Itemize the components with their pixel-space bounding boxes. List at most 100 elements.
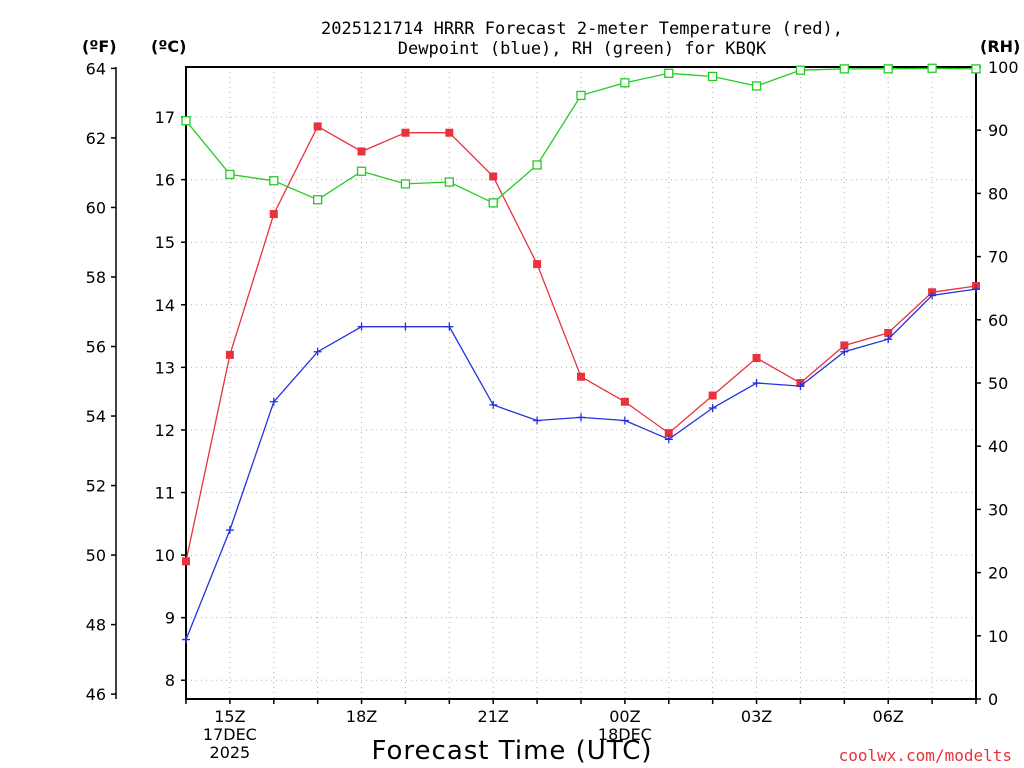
rh-point [795,65,806,75]
rh-point [181,116,191,126]
temperature-point [708,391,717,400]
dewpoint-point [313,347,322,356]
temperature-point [225,350,234,359]
rh-tick-label: 40 [988,437,1008,456]
rh-tick-label: 0 [988,690,998,709]
dewpoint-point [840,347,849,356]
dewpoint-point [752,379,761,387]
fahrenheit-axis-unit: (ºF) [82,37,117,56]
fahrenheit-tick-label: 56 [86,337,106,356]
celsius-tick-label: 12 [155,421,175,440]
rh-point [488,198,498,208]
celsius-tick-label: 17 [155,108,175,127]
grid-lines [186,67,976,699]
data-series [181,63,981,644]
celsius-axis-unit: (ºC) [151,37,186,56]
rh-tick-label: 70 [988,248,1008,267]
dewpoint-point [225,526,234,535]
temperature-point [182,557,190,566]
dewpoint-point [664,435,673,444]
rh-tick-label: 80 [988,184,1008,203]
dewpoint-point [796,382,805,391]
rh-tick-label: 30 [988,500,1008,519]
celsius-tick-label: 14 [155,296,175,315]
fahrenheit-tick-label: 62 [86,129,106,148]
x-tick-label: 06Z [873,707,904,726]
rh-tick-label: 20 [988,564,1008,583]
rh-point [269,176,279,186]
dewpoint-point [577,413,585,422]
temperature-point [445,128,454,137]
rh-tick-label: 50 [988,374,1008,393]
x-tick-label: 00Z [609,707,640,726]
dewpoint-point [182,635,190,644]
rh-point [839,64,849,74]
dewpoint-point [620,416,629,425]
rh-point [313,195,323,205]
dewpoint-point [533,416,542,425]
temperature-point [664,429,673,438]
rh-tick-label: 100 [988,58,1019,77]
celsius-tick-label: 10 [155,546,175,565]
x-tick-label: 18DEC [598,725,652,744]
fahrenheit-tick-label: 64 [86,59,106,78]
temperature-point [577,372,585,381]
rh-point [751,81,762,91]
temperature-point [401,128,410,137]
celsius-tick-label: 9 [165,609,175,628]
rh-tick-label: 10 [988,627,1008,646]
fahrenheit-tick-label: 52 [86,477,106,496]
celsius-tick-label: 13 [155,358,175,377]
celsius-tick-label: 11 [155,484,175,503]
rh-point [620,78,630,88]
temperature-point [884,328,893,337]
chart-title-line-2: Dewpoint (blue), RH (green) for KBQK [398,39,767,59]
x-tick-label: 2025 [210,743,251,762]
rh-point [356,166,367,176]
fahrenheit-tick-label: 46 [86,685,106,704]
rh-tick-label: 90 [988,121,1008,140]
temperature-point [313,122,322,131]
rh-tick-label: 60 [988,311,1008,330]
fahrenheit-tick-label: 58 [86,268,106,287]
temperature-point [620,397,629,406]
rh-point [532,160,542,170]
fahrenheit-tick-label: 54 [86,407,106,426]
rh-point [927,63,937,73]
temperature-point [489,172,498,181]
rh-axis-unit: (RH) [980,37,1020,56]
temperature-point [269,210,278,219]
temperature-line [185,125,977,562]
dewpoint-point [445,322,454,331]
rh-point [225,169,235,180]
x-axis-label: Forecast Time (UTC) [371,736,652,766]
dewpoint-point [884,335,893,344]
rh-point [708,71,718,82]
dewpoint-point [401,322,410,331]
rh-point [400,179,411,189]
temperature-point [357,147,366,156]
x-tick-label: 17DEC [203,725,257,744]
rh-point [576,90,586,101]
fahrenheit-tick-label: 50 [86,546,106,565]
celsius-tick-label: 16 [155,171,175,190]
rh-point [971,64,981,74]
x-tick-label: 18Z [346,707,377,726]
x-tick-label: 15Z [214,707,245,726]
celsius-tick-label: 15 [155,233,175,252]
dewpoint-point [928,291,937,300]
celsius-tick-label: 8 [165,671,175,690]
rh-point [664,68,674,78]
dewpoint-point [357,322,366,331]
x-tick-label: 03Z [741,707,772,726]
chart-title-line-1: 2025121714 HRRR Forecast 2-meter Tempera… [321,19,843,39]
axes [111,66,981,704]
dewpoint-point [972,285,980,294]
x-tick-label: 21Z [478,707,509,726]
temperature-point [533,260,542,269]
fahrenheit-tick-label: 60 [86,198,106,217]
temperature-point [840,341,849,350]
credit-label: coolwx.com/modelts [839,746,1012,765]
dewpoint-point [489,400,498,409]
